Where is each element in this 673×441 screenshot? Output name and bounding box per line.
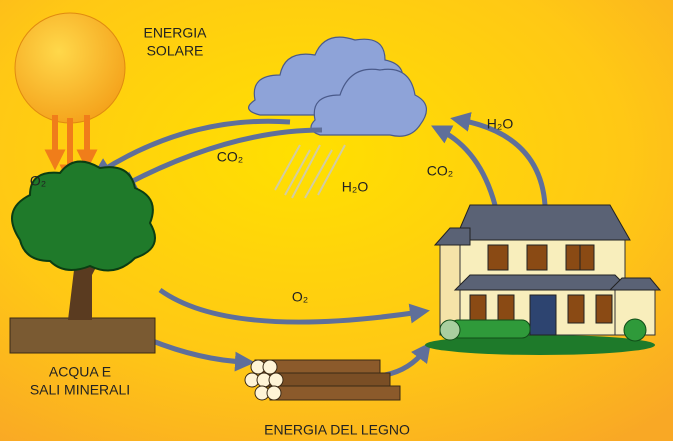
label-soil: SALI MINERALI [30,382,130,398]
label-sun: ENERGIA [143,25,207,41]
diagram: ENERGIA SOLARE O₂ CO₂ H₂O H₂O CO₂ O₂ ACQ… [0,0,673,441]
label-h2o: H₂O [487,116,514,132]
label-wood: ENERGIA DEL LEGNO [264,422,410,438]
label-co2: CO₂ [427,163,453,179]
label-o2: O₂ [292,289,308,305]
label-h2o: H₂O [342,179,369,195]
label-o2: O₂ [30,173,46,189]
label-soil: ACQUA E [49,364,111,380]
soil [10,318,155,353]
sun [15,13,125,123]
label-co2: CO₂ [217,149,243,165]
label-sun: SOLARE [147,43,204,59]
logs [245,360,400,400]
